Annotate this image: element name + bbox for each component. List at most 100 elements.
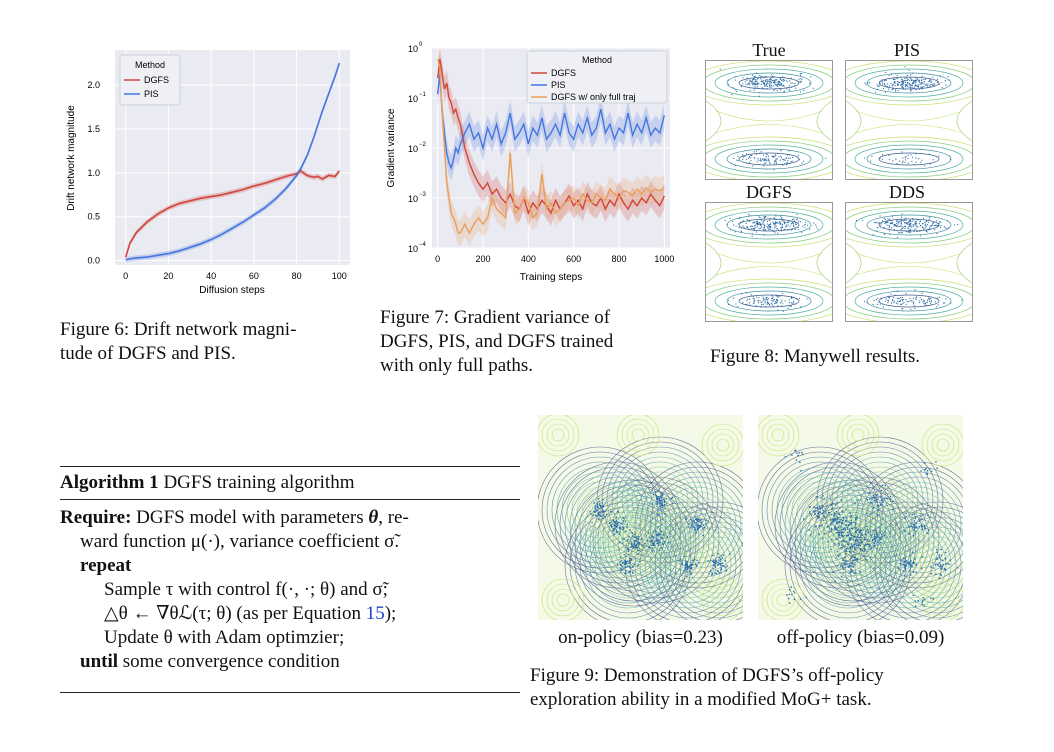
manywell-sample (798, 78, 800, 80)
mog-contour (766, 583, 800, 617)
manywell-sample (767, 224, 770, 226)
mog-sample (871, 496, 874, 499)
mog-sample (597, 513, 600, 516)
mog-sample (957, 566, 959, 569)
mog-sample (860, 542, 862, 544)
manywell-sample (742, 154, 744, 156)
mog-sample (875, 531, 878, 534)
manywell-sample (776, 158, 778, 160)
manywell-sample (779, 159, 781, 161)
mog-sample (850, 519, 853, 522)
manywell-sample (938, 155, 940, 157)
mog-sample (638, 549, 640, 552)
manywell-sample (925, 220, 927, 223)
manywell-sample (923, 78, 925, 80)
mog-sample (626, 525, 628, 528)
manywell-sample (906, 86, 908, 88)
mog-contour (781, 471, 859, 549)
mog-sample (687, 566, 690, 568)
figure9-caption: Figure 9: Demonstration of DGFS’s off-po… (530, 664, 990, 712)
manywell-sample (910, 300, 912, 302)
manywell-sample (911, 156, 914, 158)
mog-sample (612, 519, 615, 522)
manywell-sample (898, 300, 900, 303)
mog-sample (946, 562, 949, 565)
manywell-sample (799, 221, 801, 223)
mog-sample (621, 542, 624, 544)
mog-sample (715, 572, 718, 575)
manywell-contour (706, 100, 832, 142)
algorithm-theta: θ (368, 507, 379, 528)
manywell-sample (775, 215, 777, 217)
manywell-sample (804, 227, 806, 229)
mog-sample (850, 562, 852, 564)
mog-sample (818, 533, 821, 536)
manywell-sample (781, 305, 783, 307)
manywell-sample (779, 222, 781, 224)
mog-sample (876, 544, 879, 546)
manywell-sample (786, 161, 788, 164)
mog-sample (926, 532, 928, 534)
mog-sample (637, 564, 640, 566)
mog-sample (834, 528, 836, 530)
mog-sample (698, 521, 700, 523)
figure7-ytick: 10 (408, 244, 418, 254)
manywell-sample (799, 91, 802, 93)
manywell-sample (788, 154, 790, 156)
mog-sample (653, 550, 655, 552)
manywell-sample (800, 306, 802, 308)
manywell-sample (899, 298, 901, 300)
mog-contour (829, 546, 867, 584)
mog-sample (663, 504, 665, 507)
mog-sample (937, 563, 939, 566)
manywell-sample (779, 302, 782, 304)
manywell-sample (745, 292, 748, 294)
mog-sample (657, 534, 659, 537)
manywell-sample (753, 300, 755, 302)
manywell-sample (761, 301, 763, 303)
manywell-sample (910, 85, 912, 87)
mog-contour (637, 521, 675, 559)
mog-sample (660, 495, 662, 498)
mog-sample (909, 560, 912, 562)
mog-contour (694, 541, 742, 589)
manywell-sample (911, 160, 913, 162)
mog-sample (908, 526, 911, 528)
manywell-sample (915, 298, 917, 300)
manywell-sample (733, 157, 735, 160)
mog-sample (927, 514, 929, 516)
manywell-sample (759, 218, 761, 221)
manywell-sample (735, 90, 738, 93)
mog-sample (684, 567, 686, 570)
mog-sample (940, 554, 943, 557)
manywell-sample (766, 299, 769, 301)
mog-sample (869, 513, 872, 515)
mog-sample (629, 529, 631, 531)
manywell-sample (791, 160, 793, 162)
mog-sample (817, 516, 820, 518)
mog-contour (699, 546, 737, 584)
manywell-sample (764, 216, 766, 218)
mog-contour (834, 551, 862, 579)
equation-link[interactable]: 15 (365, 603, 385, 624)
mog-contour (609, 516, 627, 534)
manywell-sample (932, 223, 934, 225)
manywell-sample (757, 300, 759, 302)
mog-sample (660, 491, 662, 494)
manywell-sample (883, 82, 885, 84)
mog-sample (869, 548, 872, 550)
mog-sample (860, 529, 863, 531)
manywell-contour (714, 144, 824, 174)
manywell-sample (767, 80, 769, 82)
manywell-sample (877, 297, 879, 299)
mog-sample (850, 557, 853, 559)
manywell-sample (765, 83, 768, 86)
manywell-sample (884, 91, 887, 93)
mog-sample (841, 534, 843, 536)
mog-sample (681, 562, 684, 565)
manywell-sample (793, 302, 795, 304)
mog-sample (702, 524, 705, 526)
manywell-sample (806, 298, 808, 300)
manywell-sample (949, 155, 951, 157)
manywell-sample (919, 302, 921, 304)
